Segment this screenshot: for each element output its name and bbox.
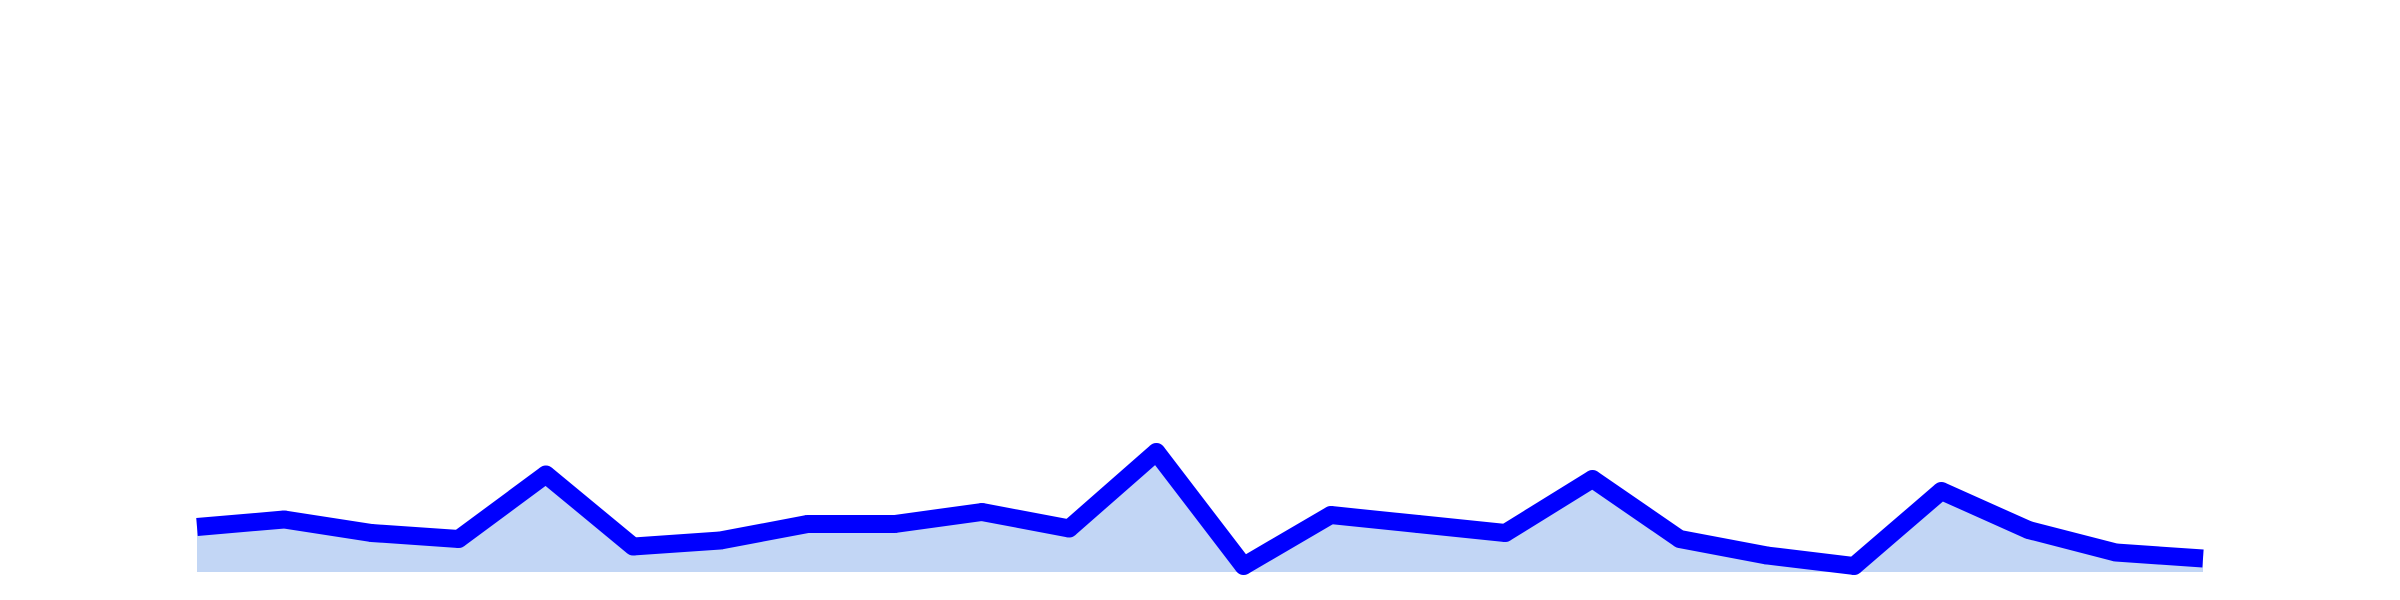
- data-point: [536, 465, 555, 484]
- data-point: [1234, 557, 1253, 575]
- data-point: [275, 510, 294, 529]
- line-segment: [1239, 507, 1336, 574]
- data-point: [885, 515, 904, 533]
- line-segment: [980, 503, 1071, 538]
- line-layer: [196, 443, 2204, 575]
- data-point: [1583, 470, 1602, 488]
- line-segment: [1417, 515, 1507, 542]
- data-point: [1757, 546, 1776, 565]
- line-segment: [893, 503, 984, 533]
- data-point: [1670, 530, 1689, 548]
- data-point: [624, 537, 643, 556]
- data-point: [1060, 519, 1079, 538]
- data-point: [711, 531, 730, 550]
- data-point: [1409, 515, 1428, 533]
- data-point: [798, 515, 817, 533]
- data-point: [1321, 506, 1340, 524]
- line-segment: [282, 510, 373, 542]
- line-segment: [1587, 471, 1685, 547]
- line-segment: [718, 515, 810, 550]
- line-segment: [2115, 543, 2204, 568]
- line-segment: [1329, 506, 1419, 533]
- line-segment: [1937, 482, 2033, 539]
- line-segment: [1063, 445, 1163, 536]
- line-segment: [1678, 530, 1769, 565]
- data-point: [2106, 543, 2125, 562]
- line-segment: [196, 510, 285, 536]
- line-segment: [370, 524, 460, 548]
- data-point: [1932, 482, 1951, 500]
- data-point: [972, 503, 991, 521]
- line-segment: [453, 467, 552, 547]
- data-point: [449, 530, 468, 548]
- line-segment: [1848, 484, 1948, 573]
- data-point: [2019, 521, 2038, 539]
- data-point: [1845, 557, 1864, 575]
- data-point: [362, 524, 381, 542]
- data-point: [1147, 443, 1166, 461]
- line-segment: [632, 531, 721, 556]
- line-segment: [1765, 546, 1856, 575]
- line-segment: [540, 467, 639, 554]
- line-segment: [1149, 446, 1251, 572]
- data-point: [1496, 524, 1515, 542]
- line-segment: [1500, 471, 1598, 541]
- line-segment: [2026, 521, 2119, 562]
